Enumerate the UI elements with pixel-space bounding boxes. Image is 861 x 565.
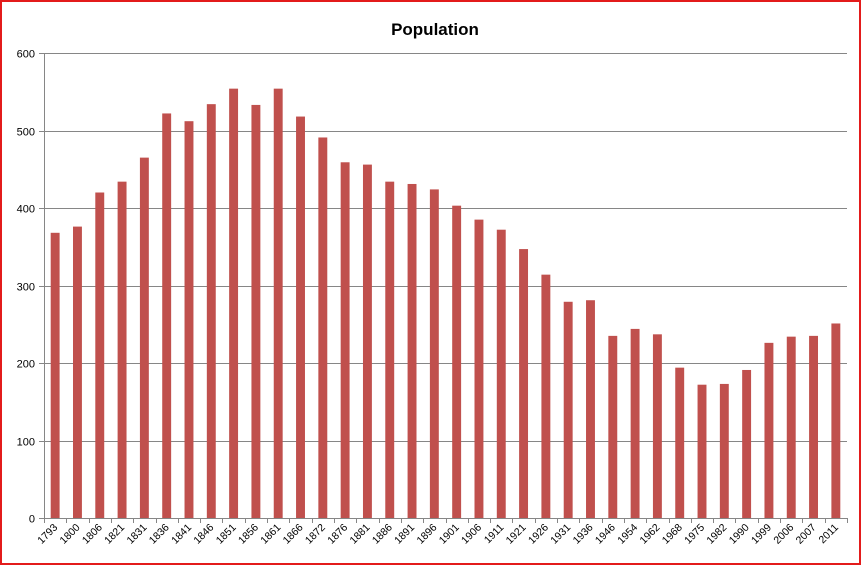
y-tick-label: 500 [17, 127, 35, 139]
bar [162, 113, 172, 518]
bar [139, 157, 149, 518]
gridlines [44, 53, 847, 442]
x-tick-label: 1946 [593, 522, 618, 547]
x-tick-label: 1800 [58, 522, 83, 547]
x-tick-label: 1881 [348, 522, 373, 547]
bar [519, 249, 529, 518]
bar [206, 104, 216, 519]
bar [362, 164, 372, 518]
y-tick-label: 300 [17, 282, 35, 294]
y-tick-label: 200 [17, 359, 35, 371]
bar [541, 274, 551, 518]
x-tick-label: 1841 [169, 522, 194, 547]
x-tick-label: 1931 [548, 522, 573, 547]
x-tick-label: 1968 [660, 522, 685, 547]
bar [809, 335, 819, 518]
x-tick-label: 1846 [191, 522, 216, 547]
bar [318, 137, 328, 518]
bar [184, 121, 194, 518]
x-tick-label: 1901 [437, 522, 462, 547]
x-tick-label: 1982 [704, 522, 729, 547]
bars [50, 88, 841, 519]
bar [429, 189, 439, 518]
x-tick-label: 1851 [214, 522, 239, 547]
x-tick-label: 1936 [571, 522, 596, 547]
x-tick-label: 1876 [325, 522, 350, 547]
bar [340, 162, 350, 518]
x-tick-label: 1921 [504, 522, 529, 547]
bar [251, 104, 261, 519]
x-tick-label: 2006 [771, 522, 796, 547]
x-tick-label: 1886 [370, 522, 395, 547]
bar [452, 205, 462, 519]
bar [630, 328, 640, 518]
bar [474, 219, 484, 518]
x-tick-label: 1866 [281, 522, 306, 547]
bar [407, 183, 417, 518]
bar [385, 181, 395, 518]
chart-title: Population [391, 20, 479, 39]
bar [719, 383, 729, 518]
x-tick-label: 1806 [80, 522, 105, 547]
bar [229, 88, 239, 519]
bar [586, 300, 595, 518]
bar [95, 192, 105, 518]
x-tick-label: 1891 [392, 522, 417, 547]
bar [675, 367, 685, 518]
x-tick-label: 2007 [794, 522, 819, 547]
bar [764, 342, 774, 518]
x-tick-label: 1793 [35, 522, 60, 547]
x-tick-label: 1999 [749, 522, 774, 547]
bar [50, 232, 60, 519]
bar [697, 384, 707, 518]
bar [72, 226, 82, 518]
y-tick-labels: 0 100 200 300 400 500 600 [17, 49, 35, 526]
y-tick-label: 600 [17, 49, 35, 61]
x-tick-label: 1856 [236, 522, 261, 547]
x-tick-label: 1975 [682, 522, 707, 547]
x-tick-label: 1906 [459, 522, 484, 547]
x-tick-label: 1926 [526, 522, 551, 547]
bar [608, 335, 618, 518]
y-tick-label: 100 [17, 437, 35, 449]
bar [117, 181, 127, 518]
x-tick-label: 1954 [615, 522, 640, 547]
bar [563, 301, 573, 518]
bar [496, 229, 506, 518]
bar [273, 88, 283, 519]
bar [742, 369, 752, 518]
axes [39, 53, 848, 523]
x-tick-label: 2011 [817, 522, 842, 547]
bar [652, 334, 662, 518]
x-tick-label: 1911 [482, 522, 507, 547]
x-tick-labels: 1793180018061821183118361841184618511856… [35, 522, 841, 547]
x-tick-label: 1821 [102, 522, 127, 547]
bar [296, 116, 305, 519]
x-tick-label: 1836 [147, 522, 172, 547]
x-tick-label: 1872 [303, 522, 328, 547]
x-tick-label: 1962 [638, 522, 663, 547]
bar [786, 336, 796, 518]
y-tick-label: 0 [29, 514, 35, 526]
y-tick-label: 400 [17, 204, 35, 216]
x-tick-label: 1990 [727, 522, 752, 547]
bar [831, 323, 841, 518]
x-tick-label: 1831 [124, 522, 149, 547]
x-tick-label: 1896 [414, 522, 439, 547]
x-tick-label: 1861 [258, 522, 283, 547]
